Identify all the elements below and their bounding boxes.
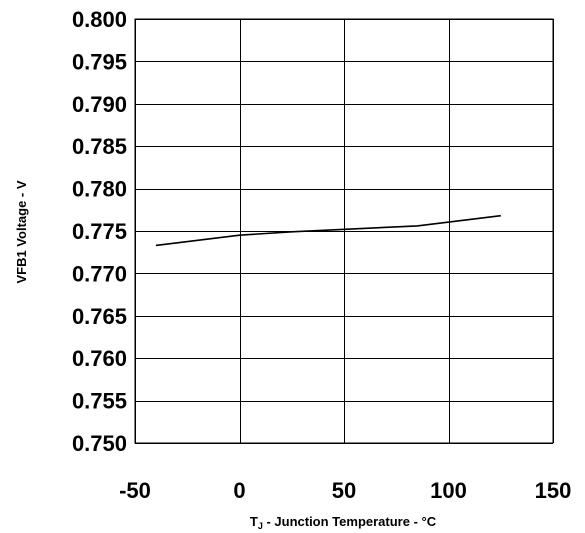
y-tick-label: 0.750 <box>72 431 127 456</box>
x-tick-label: 100 <box>430 478 467 503</box>
x-axis-label-main: T <box>250 514 258 529</box>
y-tick-label: 0.790 <box>72 92 127 117</box>
x-tick-label: 50 <box>332 478 356 503</box>
y-tick-label: 0.770 <box>72 261 127 286</box>
x-axis-label-subscript: J <box>258 521 263 531</box>
y-tick-label: 0.765 <box>72 304 127 329</box>
y-tick-label: 0.755 <box>72 389 127 414</box>
y-tick-label: 0.780 <box>72 177 127 202</box>
x-axis-label: TJ - Junction Temperature - °C <box>250 514 437 531</box>
y-axis-label: VFB1 Voltage - V <box>14 180 29 283</box>
series-layer <box>155 214 501 247</box>
x-tick-labels: -50 0 50 100 150 <box>119 478 571 503</box>
series-line-0 <box>155 214 501 247</box>
y-tick-label: 0.760 <box>72 346 127 371</box>
y-tick-label: 0.800 <box>72 7 127 32</box>
x-axis-label-rest: - Junction Temperature - °C <box>263 514 437 529</box>
x-tick-label: -50 <box>119 478 151 503</box>
y-tick-label: 0.785 <box>72 134 127 159</box>
y-tick-labels: 0.800 0.795 0.790 0.785 0.780 0.775 0.770 0.765… <box>72 7 127 456</box>
x-tick-label: 150 <box>535 478 572 503</box>
plot-frame <box>134 18 554 444</box>
y-tick-label: 0.775 <box>72 219 127 244</box>
y-tick-label: 0.795 <box>72 49 127 74</box>
x-tick-label: 0 <box>233 478 245 503</box>
